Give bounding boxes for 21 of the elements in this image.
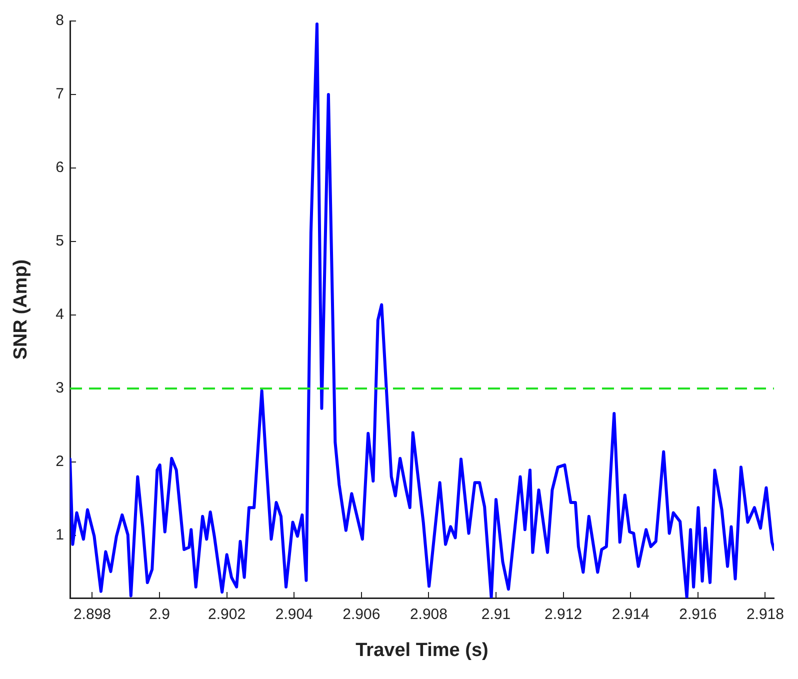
y-axis-title: SNR (Amp) [10, 259, 32, 360]
x-tick-label: 2.908 [410, 606, 448, 624]
y-tick-label: 6 [56, 159, 64, 176]
x-tick-label: 2.902 [208, 606, 246, 624]
x-tick-label: 2.904 [275, 606, 313, 624]
y-tick-label: 8 [56, 12, 64, 30]
x-axis-title: Travel Time (s) [356, 640, 488, 661]
x-tick-label: 2.916 [679, 606, 717, 624]
x-tick-label: 2.914 [612, 606, 650, 624]
y-tick-label: 4 [56, 306, 64, 324]
y-tick-label: 3 [56, 380, 64, 397]
x-tick-label: 2.898 [73, 606, 111, 624]
x-tick-label: 2.9 [149, 606, 170, 624]
x-tick-label: 2.912 [544, 606, 582, 624]
x-tick-label: 2.918 [746, 606, 784, 624]
y-tick-label: 7 [56, 86, 64, 103]
y-tick-label: 5 [56, 232, 64, 250]
x-tick-label: 2.906 [342, 606, 380, 624]
y-tick-label: 1 [56, 526, 64, 544]
x-tick-label: 2.91 [481, 606, 511, 624]
y-tick-label: 2 [56, 453, 64, 470]
